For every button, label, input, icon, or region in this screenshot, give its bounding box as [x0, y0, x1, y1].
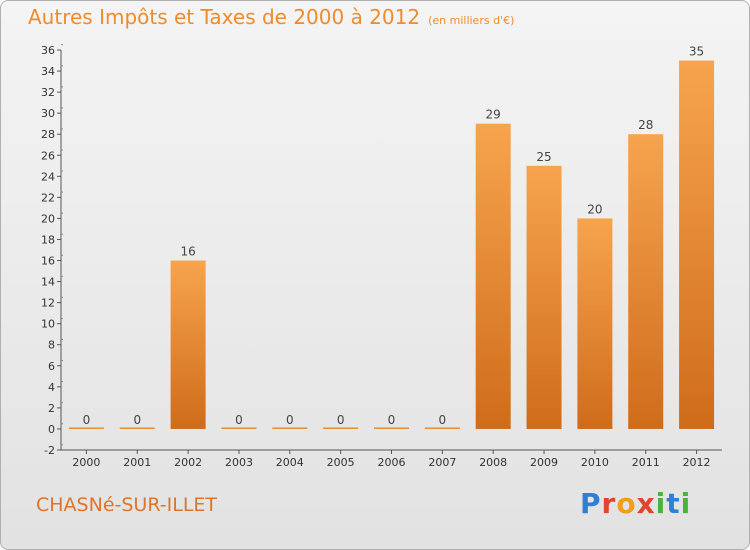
x-tick-label-2012: 2012 [683, 456, 711, 469]
data-label-2005: 0 [337, 413, 345, 427]
bar-2012 [679, 60, 715, 429]
data-label-2002: 16 [180, 245, 195, 259]
x-tick-label-2010: 2010 [581, 456, 609, 469]
data-label-2009: 25 [536, 150, 551, 164]
y-tick-label: 16 [41, 255, 55, 268]
x-tick-label-2008: 2008 [479, 456, 507, 469]
data-label-2012: 35 [689, 45, 704, 59]
bar-2007 [424, 427, 460, 429]
bar-2011 [628, 134, 664, 429]
y-tick-label: 36 [41, 44, 55, 57]
y-tick-label: 4 [48, 381, 55, 394]
bar-2010 [577, 218, 613, 429]
bar-2003 [221, 427, 257, 429]
title-row: Autres Impôts et Taxes de 2000 à 2012 (en… [28, 5, 514, 29]
x-tick-label-2001: 2001 [123, 456, 151, 469]
y-tick-label: 24 [41, 170, 55, 183]
chart-title: Autres Impôts et Taxes de 2000 à 2012 [28, 5, 421, 29]
y-tick-label: 22 [41, 191, 55, 204]
y-tick-label: 28 [41, 128, 55, 141]
bar-2008 [475, 123, 511, 429]
x-tick-label-2005: 2005 [327, 456, 355, 469]
data-label-2011: 28 [638, 118, 653, 132]
x-tick-label-2003: 2003 [225, 456, 253, 469]
data-label-2007: 0 [439, 413, 447, 427]
data-label-2003: 0 [235, 413, 243, 427]
x-tick-label-2011: 2011 [632, 456, 660, 469]
y-tick-label: -2 [44, 444, 55, 457]
y-tick-label: 12 [41, 297, 55, 310]
y-tick-label: 34 [41, 65, 55, 78]
y-tick-label: 0 [48, 423, 55, 436]
bar-2000 [68, 427, 104, 429]
y-tick-label: 6 [48, 360, 55, 373]
data-label-2004: 0 [286, 413, 294, 427]
bar-2002 [170, 260, 206, 429]
bar-2001 [119, 427, 155, 429]
y-tick-label: 26 [41, 149, 55, 162]
data-label-2008: 29 [486, 108, 501, 122]
bar-2009 [526, 165, 562, 429]
y-tick-label: 20 [41, 212, 55, 225]
y-tick-label: 10 [41, 318, 55, 331]
commune-name: CHASNé-SUR-ILLET [36, 494, 218, 516]
y-tick-label: 2 [48, 402, 55, 415]
data-label-2010: 20 [587, 202, 602, 216]
x-tick-label-2006: 2006 [378, 456, 406, 469]
x-tick-label-2002: 2002 [174, 456, 202, 469]
x-tick-label-2009: 2009 [530, 456, 558, 469]
data-label-2000: 0 [83, 413, 91, 427]
y-tick-label: 8 [48, 339, 55, 352]
y-tick-label: 14 [41, 276, 55, 289]
x-tick-label-2004: 2004 [276, 456, 304, 469]
x-tick-label-2007: 2007 [428, 456, 456, 469]
y-tick-label: 32 [41, 86, 55, 99]
bar-2005 [323, 427, 359, 429]
data-label-2006: 0 [388, 413, 396, 427]
y-tick-label: 18 [41, 233, 55, 246]
chart-subtitle: (en milliers d'€) [428, 14, 515, 27]
y-tick-label: 30 [41, 107, 55, 120]
proxiti-logo: Proxiti [580, 487, 692, 520]
bar-2004 [272, 427, 308, 429]
bar-2006 [374, 427, 409, 429]
x-tick-label-2000: 2000 [72, 456, 100, 469]
data-label-2001: 0 [133, 413, 141, 427]
